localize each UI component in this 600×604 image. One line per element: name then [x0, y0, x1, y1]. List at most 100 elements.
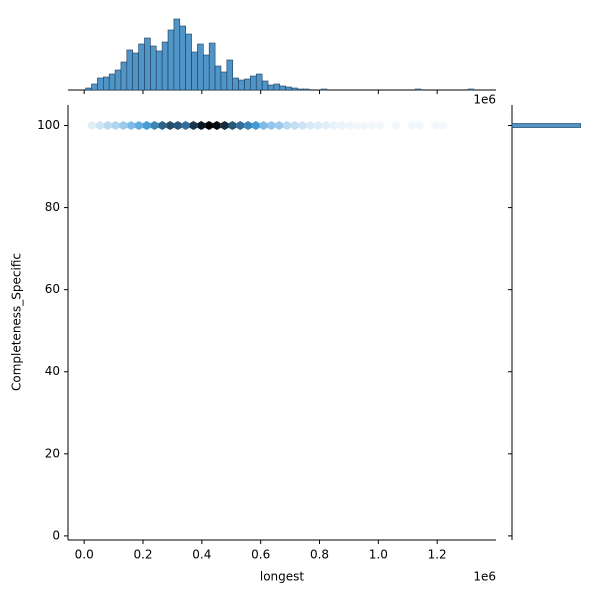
hexbin: [236, 121, 245, 131]
histogram-bar: [511, 123, 581, 128]
y-tick-label: 40: [45, 364, 60, 378]
histogram-bar: [261, 80, 269, 91]
histogram-bar: [138, 43, 145, 91]
histogram-bar: [120, 61, 128, 91]
hexbin: [158, 121, 167, 131]
histogram-bar: [297, 88, 304, 91]
histogram-bar: [102, 76, 110, 91]
hexbin: [259, 121, 268, 131]
x-tick-label: 0.8: [310, 548, 329, 562]
histogram-bar: [150, 45, 157, 91]
histogram-bar: [250, 75, 257, 91]
histogram-bar: [114, 69, 122, 91]
histogram-bar: [85, 87, 92, 91]
histogram-bar: [161, 41, 169, 91]
histogram-bar: [208, 42, 216, 91]
hexbin: [314, 121, 323, 131]
hexbin: [173, 121, 182, 131]
histogram-bar: [238, 79, 245, 91]
y-tick-label: 20: [45, 446, 60, 460]
histogram-bar: [291, 87, 298, 91]
hexbin: [142, 121, 151, 131]
hexbin: [134, 121, 143, 131]
histogram-bar: [279, 85, 286, 91]
hexbin: [392, 121, 401, 131]
x-tick-label: 0.2: [133, 548, 152, 562]
histogram-bar: [108, 73, 116, 91]
histogram-bar: [226, 59, 234, 91]
histogram-bar: [167, 29, 175, 91]
x-offset-label: 1e6: [473, 570, 496, 584]
x-axis-label: longest: [260, 570, 305, 584]
hexbin: [415, 121, 424, 131]
hexbin: [220, 121, 229, 131]
hexbin: [212, 121, 221, 131]
hexbin: [337, 121, 346, 131]
hexbin: [329, 121, 338, 131]
histogram-bar: [214, 65, 222, 91]
histogram-bar: [320, 88, 328, 91]
hexbin: [205, 121, 213, 131]
y-tick-label: 100: [37, 118, 60, 132]
hexbin: [431, 121, 440, 131]
hexbin: [298, 121, 307, 131]
hexbin: [88, 121, 97, 131]
histogram-bar: [144, 37, 151, 91]
x-tick-label: 1.0: [369, 548, 388, 562]
histogram-bar: [267, 84, 275, 91]
hexbin: [103, 121, 112, 131]
hexbin: [150, 121, 159, 131]
hexbin: [166, 121, 174, 131]
hexbin: [197, 121, 206, 131]
x-tick-label: 0.6: [251, 548, 270, 562]
histogram-bar: [191, 51, 198, 91]
histogram-bar: [244, 78, 251, 91]
y-tick-label: 80: [45, 200, 60, 214]
y-axis-label: Completeness_Specific: [10, 253, 24, 391]
histogram-bar: [467, 88, 475, 91]
hexbin: [96, 121, 104, 131]
hexbin: [361, 121, 369, 131]
histogram-bar: [232, 77, 239, 91]
histogram-bar: [179, 25, 186, 91]
histogram-bar: [285, 86, 292, 91]
hexbin: [251, 121, 260, 131]
histogram-bar: [173, 18, 181, 91]
x-offset-label: 1e6: [473, 93, 496, 107]
hexbin: [353, 121, 362, 131]
y-tick-label: 0: [52, 528, 60, 542]
hexbin: [181, 121, 190, 131]
hexbin: [322, 121, 330, 131]
histogram-bar: [132, 52, 139, 91]
histogram-bar: [185, 33, 192, 91]
histogram-bar: [126, 49, 134, 91]
hexbin: [267, 121, 276, 131]
x-tick-label: 0.0: [75, 548, 94, 562]
hexbin: [111, 121, 120, 131]
histogram-bar: [155, 50, 163, 91]
hexbin: [290, 121, 299, 131]
hexbin: [368, 121, 377, 131]
x-tick-label: 0.4: [192, 548, 211, 562]
hexbin: [439, 121, 447, 131]
hexbin: [407, 121, 416, 131]
histogram-bar: [273, 83, 281, 91]
y-tick-label: 60: [45, 282, 60, 296]
hexbin: [119, 121, 128, 131]
hexbin: [345, 121, 354, 131]
hexbin: [228, 121, 237, 131]
histogram-bar: [97, 77, 104, 91]
histogram-bar: [203, 54, 210, 91]
hexbin: [275, 121, 284, 131]
x-tick-label: 1.2: [428, 548, 447, 562]
histogram-bar: [303, 88, 310, 91]
hexbin: [283, 121, 291, 131]
histogram-bar: [414, 88, 422, 91]
histogram-bar: [197, 43, 204, 91]
hexbin: [244, 121, 252, 131]
histogram-bar: [255, 73, 263, 91]
hexbin: [306, 121, 315, 131]
histogram-bar: [220, 71, 228, 91]
hexbin: [189, 121, 198, 131]
histogram-bar: [91, 83, 98, 91]
